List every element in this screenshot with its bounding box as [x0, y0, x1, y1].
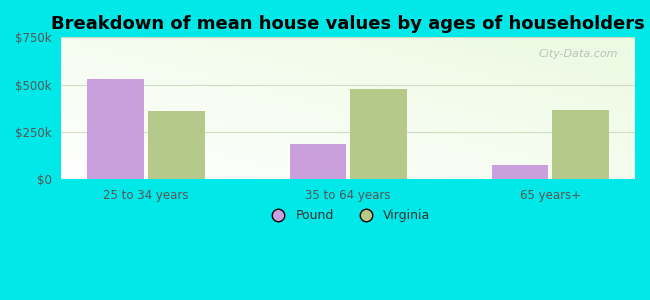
- Legend: Pound, Virginia: Pound, Virginia: [261, 204, 436, 227]
- Bar: [289, 144, 346, 179]
- Bar: [552, 110, 609, 179]
- Bar: [491, 165, 549, 179]
- Bar: [350, 88, 407, 179]
- Text: City-Data.com: City-Data.com: [538, 49, 617, 59]
- Bar: [148, 111, 205, 179]
- Bar: [87, 79, 144, 179]
- Title: Breakdown of mean house values by ages of householders: Breakdown of mean house values by ages o…: [51, 15, 645, 33]
